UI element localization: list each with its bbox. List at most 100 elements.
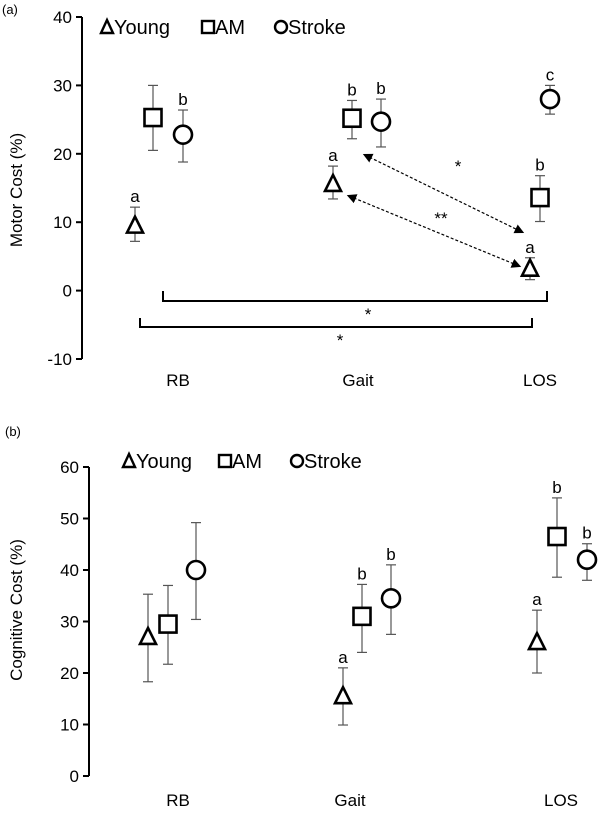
triangle-marker	[124, 213, 146, 234]
y-axis-label: Cognitive Cost (%)	[7, 539, 26, 681]
y-tick-label: 10	[53, 213, 72, 232]
legend-entry: AM	[217, 451, 262, 473]
significance-letter: b	[376, 79, 385, 98]
triangle-marker	[519, 256, 541, 278]
y-tick-label: 60	[60, 458, 79, 477]
significance-letter: a	[338, 648, 348, 667]
data-point-young	[137, 593, 159, 683]
data-point-am: b	[530, 156, 550, 223]
significance-letter: b	[552, 478, 561, 497]
y-tick-label: -10	[47, 350, 72, 369]
x-category-label: LOS	[544, 791, 578, 810]
data-point-stroke: b	[576, 524, 598, 581]
legend-label: Stroke	[288, 17, 346, 39]
y-tick-label: 0	[63, 282, 72, 301]
data-point-stroke	[185, 522, 207, 621]
circle-marker	[576, 549, 598, 571]
data-point-am: b	[352, 564, 372, 654]
x-category-label: RB	[166, 371, 190, 390]
legend-circle-icon	[273, 19, 289, 35]
data-point-stroke: c	[539, 65, 561, 115]
y-tick-label: 10	[60, 716, 79, 735]
significance-letter: b	[535, 156, 544, 175]
legend-circle-icon	[289, 453, 305, 469]
data-point-young: a	[519, 238, 541, 281]
y-tick-label: 50	[60, 510, 79, 529]
significance-letter: c	[546, 65, 555, 84]
panel-b-cognitive-cost: (b) 0 10 20 30 40 50 60 Cognitive Cost (%) RB Gait…	[5, 424, 598, 810]
legend-entry: Stroke	[289, 451, 362, 473]
legend-square-icon	[217, 453, 233, 469]
y-tick-label: 20	[53, 145, 72, 164]
circle-marker	[370, 111, 392, 132]
data-point-young: a	[526, 590, 548, 674]
data-point-am	[143, 84, 163, 151]
significance-bracket-upper	[162, 291, 548, 302]
legend-triangle-icon	[99, 17, 115, 35]
x-category-label: Gait	[334, 791, 365, 810]
legend-entry: AM	[200, 17, 245, 39]
significance-letter: a	[525, 238, 535, 257]
data-point-stroke: b	[370, 79, 392, 148]
square-marker	[342, 108, 362, 129]
circle-marker	[185, 559, 207, 581]
data-point-young: a	[322, 146, 344, 200]
significance-letter: b	[582, 524, 591, 543]
data-point-stroke: b	[172, 90, 194, 163]
legend-label: AM	[232, 451, 262, 473]
legend-entry: Young	[99, 17, 170, 39]
triangle-marker	[332, 684, 354, 705]
y-tick-label: 40	[60, 561, 79, 580]
legend-triangle-icon	[121, 451, 137, 469]
significance-letter: b	[386, 545, 395, 564]
data-point-am: b	[547, 478, 567, 578]
significance-letter: b	[357, 564, 366, 583]
legend-square-icon	[200, 19, 216, 35]
legend-label: Young	[114, 17, 170, 39]
data-point-am: b	[342, 80, 362, 140]
square-marker	[143, 107, 163, 128]
panel-a-motor-cost: (a) -10 0 10 20 30 40 Motor Cost (%) RB Gait LOS Yo…	[2, 2, 561, 390]
square-marker	[158, 614, 178, 634]
y-tick-label: 30	[53, 76, 72, 95]
significance-letter: a	[130, 187, 140, 206]
x-category-label: Gait	[342, 371, 373, 390]
triangle-marker	[322, 171, 344, 193]
legend-entry: Young	[121, 451, 192, 473]
significance-asterisk: *	[337, 331, 344, 350]
x-category-label: LOS	[523, 371, 557, 390]
square-marker	[547, 526, 567, 547]
data-point-stroke: b	[380, 545, 402, 635]
legend-entry: Stroke	[273, 17, 346, 39]
significance-letter: a	[532, 590, 542, 609]
legend-label: Young	[136, 451, 192, 473]
significance-asterisk: **	[434, 209, 448, 228]
y-tick-label: 30	[60, 613, 79, 632]
y-tick-label: 20	[60, 664, 79, 683]
data-point-am	[158, 584, 178, 665]
data-point-young: a	[124, 187, 146, 242]
significance-asterisk: *	[365, 305, 372, 324]
triangle-marker	[137, 625, 159, 646]
circle-marker	[539, 88, 561, 110]
significance-asterisk: *	[455, 157, 462, 176]
data-point-young: a	[332, 648, 354, 726]
circle-marker	[380, 588, 402, 609]
significance-letter: b	[178, 90, 187, 109]
significance-bracket-lower	[139, 318, 533, 328]
legend-label: Stroke	[304, 451, 362, 473]
significance-letter: a	[328, 146, 338, 165]
y-tick-label: 40	[53, 8, 72, 27]
square-marker	[352, 606, 372, 627]
square-marker	[530, 187, 550, 208]
legend-label: AM	[215, 17, 245, 39]
triangle-marker	[526, 630, 548, 651]
x-category-label: RB	[166, 791, 190, 810]
panel-label: (b)	[5, 424, 21, 439]
significance-letter: b	[347, 80, 356, 99]
y-axis-label: Motor Cost (%)	[7, 133, 26, 247]
y-tick-label: 0	[70, 767, 79, 786]
dashed-arrow-young	[346, 194, 522, 268]
circle-marker	[172, 124, 194, 145]
